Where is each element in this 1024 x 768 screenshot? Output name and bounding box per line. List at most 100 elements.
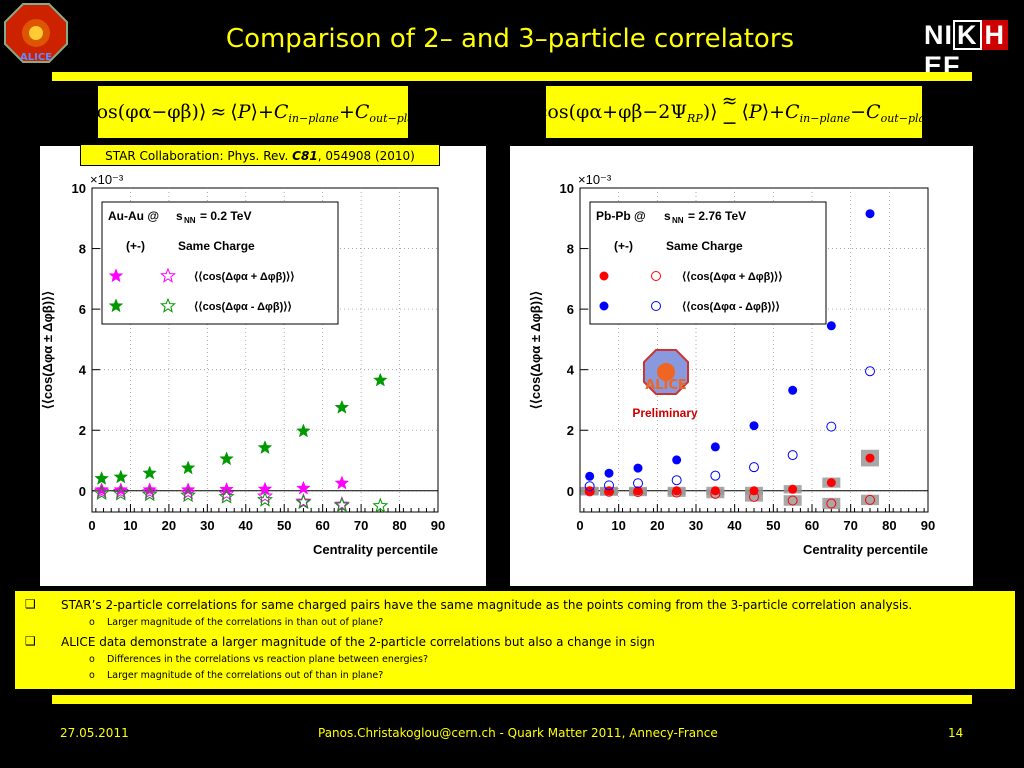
x-tick-label: 90 (921, 518, 935, 533)
data-point (112, 485, 129, 501)
star-chart-panel: 0 10 20 30 40 50 60 70 80 90 0 2 4 6 8 10 ×10⁻³ Centralit… (40, 146, 486, 586)
data-point (788, 385, 798, 395)
data-point (604, 486, 614, 497)
x-tick-label: 60 (315, 518, 329, 533)
formula-left-cin: +C (257, 101, 289, 123)
x-tick-label: 80 (882, 518, 896, 533)
y-tick-label: 10 (72, 181, 86, 196)
data-point (256, 491, 274, 507)
data-point (633, 486, 643, 496)
data-point (333, 496, 350, 513)
bottom-divider (52, 695, 972, 704)
top-divider (52, 72, 972, 81)
star-reference-volume: C81 (292, 149, 318, 163)
data-point (710, 442, 720, 452)
legend-marker (599, 301, 609, 311)
sub-bullet-marker: o (89, 654, 95, 665)
bullet-marker: ❑ (25, 597, 36, 611)
data-point (93, 483, 110, 499)
x-tick-label: 90 (431, 518, 445, 533)
y-tick-label: 6 (567, 302, 574, 317)
formula-left-cout: +C (338, 101, 370, 123)
sub-bullet-text: Larger magnitude of the correlations out… (107, 670, 384, 681)
data-point (604, 468, 614, 478)
formula-right-cout-sub: out−plane (880, 111, 939, 125)
data-point (180, 484, 197, 500)
legend-row-plus: ⟨⟨cos(Δφα + Δφβ)⟩⟩ (682, 271, 783, 283)
legend-row-plus: ⟨⟨cos(Δφα + Δφβ)⟩⟩ (194, 271, 295, 283)
y-tick-label: 2 (567, 423, 574, 438)
formula-right-psi-sub: RP (687, 111, 703, 125)
legend-sqrt-s-sub: NN (672, 216, 684, 225)
legend-row-minus: ⟨⟨cos(Δφα - Δφβ)⟩⟩ (194, 301, 292, 313)
x-tick-label: 20 (650, 518, 664, 533)
legend-marker (599, 271, 609, 281)
x-tick-label: 0 (88, 518, 95, 533)
formula-left: ⟨ cos(φα−φβ) ⟩ ≈ ⟨ P ⟩ +C in−plane +C out−plan… (79, 86, 427, 138)
data-point (180, 486, 197, 503)
slide-title: Comparison of 2– and 3–particle correlat… (225, 24, 795, 54)
data-point (787, 450, 798, 461)
data-point (94, 471, 109, 485)
legend-column-opposite: (+-) (126, 239, 145, 253)
x-tick-label: 20 (162, 518, 176, 533)
legend-column-same: Same Charge (666, 239, 743, 253)
data-point (142, 482, 157, 497)
legend-marker (159, 267, 177, 283)
syst-error-box (745, 492, 763, 502)
preliminary-label: Preliminary (632, 406, 698, 420)
y-multiplier: ×10⁻³ (578, 172, 612, 187)
data-point (113, 469, 129, 484)
data-point (710, 488, 721, 499)
data-point (333, 496, 350, 512)
data-point (112, 483, 129, 499)
y-tick-label: 6 (79, 302, 86, 317)
data-point (633, 478, 643, 489)
data-point (585, 471, 595, 481)
formula-right: ⟨ cos(φα+φβ−2Ψ RP)⟩ ≈ − ⟨ P ⟩ +C in−plane −C o… (529, 86, 939, 138)
data-point (584, 481, 595, 492)
data-point (788, 484, 798, 494)
y-tick-label: 4 (567, 363, 575, 378)
data-point (372, 497, 389, 513)
data-point (334, 475, 350, 490)
data-point (219, 451, 234, 466)
data-point (296, 480, 311, 495)
data-point (749, 462, 759, 473)
formula-right-approx: ≈ − (721, 90, 738, 134)
sub-bullet-text: Differences in the correlations vs react… (107, 654, 429, 665)
data-point (295, 493, 312, 510)
formula-right-cos: cos(φα+φβ−2Ψ (536, 101, 688, 123)
data-point (604, 486, 614, 496)
x-tick-label: 50 (277, 518, 291, 533)
data-point (141, 483, 158, 499)
formula-right-p: P (748, 101, 762, 123)
formula-left-p: P (237, 101, 251, 123)
sub-bullet-text: Larger magnitude of the correlations in … (107, 617, 384, 628)
data-point (710, 470, 721, 481)
legend-sqrt-s: s (176, 209, 183, 223)
data-point (257, 440, 273, 455)
legend-system: Pb-Pb @ (596, 209, 646, 223)
legend-energy: = 0.2 TeV (200, 209, 251, 223)
legend-marker (108, 298, 124, 313)
data-point (142, 465, 157, 480)
syst-error-box (822, 497, 841, 510)
x-tick-label: 10 (611, 518, 625, 533)
star-reference: STAR Collaboration: Phys. Rev. C81, 0549… (80, 144, 440, 166)
data-point (826, 321, 836, 331)
star-reference-suffix: , 054908 (2010) (317, 149, 415, 163)
x-axis-label: Centrality percentile (313, 542, 438, 557)
alice-logo: ALICE (3, 2, 69, 64)
x-tick-label: 80 (392, 518, 406, 533)
y-tick-label: 10 (560, 181, 574, 196)
data-point (604, 480, 614, 491)
data-point (710, 486, 720, 496)
formula-right-cout: −C (850, 101, 881, 123)
data-point (93, 484, 110, 501)
nikhef-logo-text: NI K HEF (924, 20, 1008, 81)
data-point (671, 475, 682, 486)
syst-error-box (783, 495, 802, 506)
data-point (865, 453, 875, 463)
footer-center: Panos.Christakoglou@cern.ch - Quark Matt… (318, 726, 718, 740)
